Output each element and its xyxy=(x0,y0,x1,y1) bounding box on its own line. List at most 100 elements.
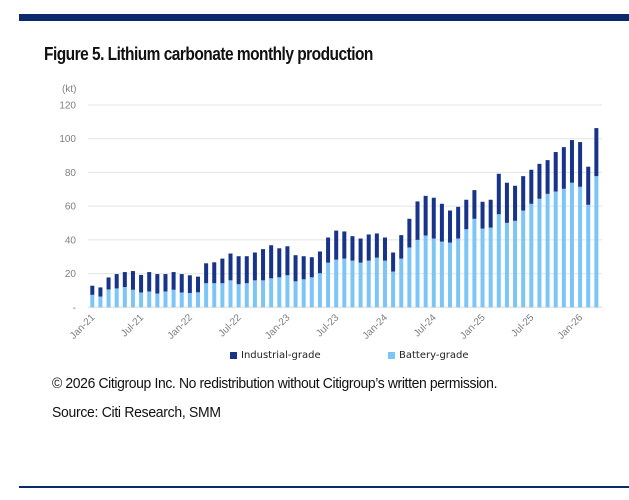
bar-battery-grade-Jun-25 xyxy=(521,210,526,308)
x-tick-label: Jan-21 xyxy=(68,312,98,342)
x-tick-label: Jan-22 xyxy=(166,312,196,342)
bar-industrial-grade-Aug-23 xyxy=(342,231,347,259)
x-tick-label: Jul-22 xyxy=(217,312,244,339)
bar-industrial-grade-Jun-22 xyxy=(228,253,233,281)
bar-industrial-grade-Oct-25 xyxy=(553,152,558,192)
bar-industrial-grade-Feb-26 xyxy=(586,166,591,205)
bar-battery-grade-Feb-25 xyxy=(488,227,493,308)
y-tick-label: 60 xyxy=(65,202,77,213)
bar-industrial-grade-Dec-24 xyxy=(472,190,477,219)
bar-battery-grade-Sep-24 xyxy=(448,242,453,308)
bar-industrial-grade-May-23 xyxy=(317,251,322,274)
bar-battery-grade-Jun-24 xyxy=(423,235,428,308)
bar-battery-grade-Nov-21 xyxy=(171,289,176,308)
bar-battery-grade-Feb-22 xyxy=(195,292,200,308)
bar-industrial-grade-Jan-25 xyxy=(480,201,485,229)
bar-battery-grade-Oct-25 xyxy=(553,191,558,308)
bar-industrial-grade-Jul-24 xyxy=(431,197,436,239)
bar-industrial-grade-Feb-23 xyxy=(293,255,298,282)
x-tick-label: Jul-21 xyxy=(119,312,146,339)
bar-battery-grade-Nov-25 xyxy=(561,188,566,308)
chart-legend: Industrial-grade Battery-grade xyxy=(0,350,629,366)
bar-industrial-grade-Jul-22 xyxy=(236,256,241,285)
y-tick-label: 80 xyxy=(65,168,77,179)
bar-industrial-grade-Sep-22 xyxy=(252,252,257,281)
bar-industrial-grade-Aug-24 xyxy=(439,203,444,242)
bar-industrial-grade-Apr-22 xyxy=(212,262,217,284)
legend-label-battery-grade: Battery-grade xyxy=(399,350,469,361)
bar-industrial-grade-May-22 xyxy=(220,258,225,284)
bar-industrial-grade-Jan-21 xyxy=(90,285,95,295)
bar-battery-grade-Oct-22 xyxy=(261,280,266,308)
bar-battery-grade-Dec-21 xyxy=(179,292,184,308)
bar-battery-grade-Oct-23 xyxy=(358,262,363,308)
source-note: Source: Citi Research, SMM xyxy=(52,404,221,421)
bar-industrial-grade-Oct-24 xyxy=(456,206,461,239)
bar-battery-grade-Dec-25 xyxy=(569,182,574,308)
legend-item-industrial-grade: Industrial-grade xyxy=(230,350,321,361)
bar-battery-grade-Mar-22 xyxy=(204,283,209,308)
bar-battery-grade-Jul-24 xyxy=(431,238,436,308)
bar-industrial-grade-Sep-24 xyxy=(448,210,453,243)
figure-title: Figure 5. Lithium carbonate monthly prod… xyxy=(44,44,373,64)
bar-battery-grade-Dec-24 xyxy=(472,218,477,308)
bar-industrial-grade-Jul-21 xyxy=(139,274,144,293)
bar-battery-grade-Dec-23 xyxy=(374,257,379,308)
bottom-accent-rule xyxy=(19,486,629,488)
bar-industrial-grade-Apr-21 xyxy=(114,274,119,289)
bar-battery-grade-Aug-22 xyxy=(244,283,249,308)
bar-battery-grade-Mar-26 xyxy=(594,176,599,308)
bar-industrial-grade-Mar-25 xyxy=(496,173,501,215)
bar-battery-grade-Aug-23 xyxy=(342,258,347,308)
bar-industrial-grade-Nov-22 xyxy=(269,245,274,279)
bar-industrial-grade-Aug-25 xyxy=(537,163,542,199)
bar-industrial-grade-Apr-23 xyxy=(309,257,314,278)
bar-battery-grade-Sep-21 xyxy=(155,293,160,308)
bar-industrial-grade-Dec-22 xyxy=(277,248,282,278)
bar-industrial-grade-Mar-22 xyxy=(204,263,209,284)
bar-battery-grade-Apr-25 xyxy=(504,222,509,308)
bar-battery-grade-Nov-23 xyxy=(366,260,371,308)
bar-industrial-grade-May-25 xyxy=(513,185,518,221)
bar-battery-grade-May-22 xyxy=(220,283,225,308)
x-axis: Jan-21 Jul-21 Jan-22 Jul-22 Jan-23 Jul-23 Jan-… xyxy=(68,312,586,342)
y-tick-label: 20 xyxy=(65,269,77,280)
bar-battery-grade-Jan-26 xyxy=(578,186,583,308)
bar-battery-grade-Feb-21 xyxy=(98,296,103,308)
bar-industrial-grade-Jun-24 xyxy=(423,195,428,236)
bar-battery-grade-Jun-22 xyxy=(228,280,233,308)
bar-industrial-grade-May-24 xyxy=(415,201,420,240)
bar-industrial-grade-Feb-24 xyxy=(391,252,396,272)
bars xyxy=(90,128,599,308)
bar-battery-grade-May-24 xyxy=(415,239,420,308)
bar-industrial-grade-Jan-24 xyxy=(382,237,387,261)
bar-industrial-grade-Mar-24 xyxy=(399,235,404,259)
bar-industrial-grade-Nov-25 xyxy=(561,147,566,189)
bar-industrial-grade-Jan-23 xyxy=(285,246,290,276)
bar-industrial-grade-Jun-25 xyxy=(521,176,526,211)
legend-label-industrial-grade: Industrial-grade xyxy=(241,350,321,361)
bar-battery-grade-Sep-22 xyxy=(252,280,257,308)
x-tick-label: Jan-25 xyxy=(458,312,488,342)
bar-battery-grade-Apr-23 xyxy=(309,277,314,308)
bar-industrial-grade-Aug-21 xyxy=(147,272,152,292)
bar-industrial-grade-Mar-26 xyxy=(594,128,599,177)
bar-battery-grade-Oct-21 xyxy=(163,291,168,308)
y-tick-label: 120 xyxy=(59,101,76,112)
bar-battery-grade-Jul-21 xyxy=(139,292,144,308)
bar-industrial-grade-May-21 xyxy=(122,272,127,288)
bar-industrial-grade-Sep-25 xyxy=(545,160,550,194)
bar-battery-grade-Jan-24 xyxy=(382,260,387,308)
bar-battery-grade-Jan-21 xyxy=(90,294,95,308)
bar-industrial-grade-Dec-25 xyxy=(569,140,574,183)
copyright-notice: © 2026 Citigroup Inc. No redistribution … xyxy=(52,375,498,392)
bar-industrial-grade-Mar-23 xyxy=(301,256,306,280)
x-tick-label: Jan-26 xyxy=(556,312,586,342)
bar-industrial-grade-Jul-23 xyxy=(334,230,339,260)
bar-battery-grade-Apr-22 xyxy=(212,283,217,308)
bar-industrial-grade-Nov-23 xyxy=(366,234,371,261)
bar-battery-grade-May-25 xyxy=(513,220,518,308)
bar-industrial-grade-Sep-21 xyxy=(155,274,160,294)
bar-battery-grade-Aug-21 xyxy=(147,291,152,308)
y-tick-label: 40 xyxy=(65,235,77,246)
